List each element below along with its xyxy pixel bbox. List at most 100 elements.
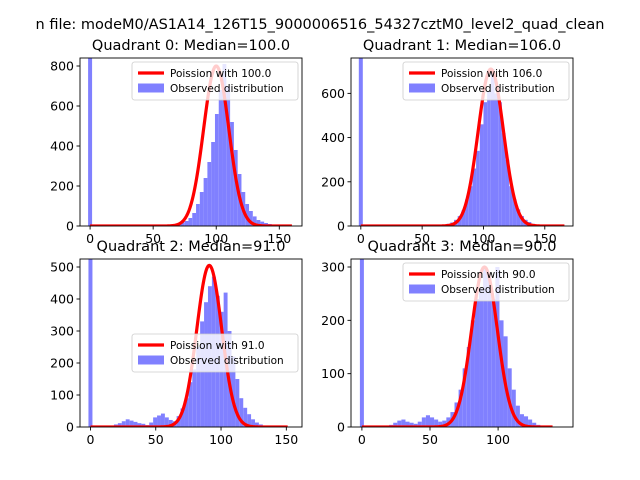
histogram-bar — [235, 379, 240, 427]
histogram-bar — [184, 398, 189, 427]
legend-frame — [402, 61, 570, 101]
histogram-bar — [121, 421, 126, 427]
histogram-bar — [359, 259, 364, 427]
histogram-bar — [252, 216, 257, 226]
legend-bar-swatch — [409, 284, 435, 294]
histogram-bar — [393, 422, 398, 427]
histogram-bar — [465, 199, 469, 226]
histogram-bar — [397, 420, 402, 427]
panel-title: Quadrant 2: Median=91.0 — [97, 239, 286, 255]
y-tick-label: 200 — [321, 174, 345, 189]
histogram-bar — [168, 419, 173, 427]
histogram-bar — [207, 162, 212, 226]
histogram-bar — [512, 199, 517, 226]
histogram-bar — [523, 416, 529, 427]
y-tick-label: 800 — [50, 59, 74, 74]
legend-bar-swatch — [138, 355, 164, 365]
histogram-bar — [88, 58, 93, 226]
x-tick-label: 0 — [357, 231, 365, 246]
histogram-bar — [233, 150, 238, 226]
histogram-bar — [231, 356, 236, 427]
histogram-bar — [164, 417, 169, 427]
histogram-bar — [434, 419, 439, 427]
histogram-bar — [483, 267, 488, 427]
legend: Poission with 106.0 Observed distribution — [402, 61, 570, 101]
histogram-bar — [476, 150, 480, 226]
histogram-bar — [515, 405, 520, 427]
axes-frame — [79, 258, 303, 428]
legend-frame — [131, 333, 299, 373]
legend: Poission with 91.0 Observed distribution — [131, 333, 299, 373]
histogram-bar — [211, 142, 215, 226]
histogram-bar — [479, 288, 484, 427]
histogram-bar — [505, 159, 510, 226]
histogram-bar — [247, 414, 252, 427]
x-tick-label: 50 — [422, 432, 438, 447]
histogram-bar — [149, 422, 154, 427]
histogram-bar — [251, 419, 255, 427]
histogram-bar — [239, 398, 244, 427]
histogram-bar — [184, 221, 189, 226]
histogram-bar — [137, 423, 142, 427]
histogram-bar — [180, 222, 185, 226]
y-tick-label: 100 — [50, 388, 74, 403]
legend-curve-label: Poission with 100.0 — [170, 68, 271, 80]
panel-title: Quadrant 0: Median=100.0 — [92, 38, 290, 54]
histogram-bar — [117, 423, 122, 427]
y-tick-label: 400 — [50, 139, 74, 154]
histogram-bar — [495, 267, 500, 427]
histogram-bar — [199, 192, 204, 226]
histogram-bar — [438, 421, 443, 427]
panel-title: Quadrant 1: Median=106.0 — [363, 38, 561, 54]
x-tick-label: 50 — [145, 231, 161, 246]
histogram-bar — [519, 414, 524, 427]
y-tick-label: 600 — [321, 86, 345, 101]
legend-curve-label: Poission with 106.0 — [441, 68, 542, 80]
histogram-bar — [501, 133, 506, 226]
histogram-bar — [222, 64, 227, 226]
histogram-bar — [218, 90, 223, 226]
histogram-bar — [200, 321, 205, 427]
legend-bar-label: Observed distribution — [441, 284, 555, 296]
legend: Poission with 90.0 Observed distribution — [402, 262, 570, 302]
axes-frame — [79, 57, 303, 227]
histogram-bar — [511, 389, 516, 427]
histogram-bar — [409, 422, 414, 427]
histogram-bar — [256, 220, 261, 226]
poisson-curve — [359, 67, 566, 226]
histogram-bar — [160, 413, 165, 427]
x-tick-label: 150 — [267, 231, 291, 246]
x-tick-label: 150 — [533, 231, 557, 246]
histogram-bar — [260, 221, 265, 226]
histogram-bar — [491, 299, 496, 427]
x-tick-label: 50 — [148, 432, 164, 447]
histogram-bar — [405, 421, 410, 427]
x-tick-label: 100 — [204, 231, 228, 246]
histogram-bar — [472, 168, 477, 226]
y-tick-label: 400 — [321, 130, 345, 145]
histogram-bar — [230, 122, 234, 226]
y-tick-label: 100 — [321, 366, 345, 381]
panel-2: 0 50 100 150 0 100 200 300 400 500 Quadrant 2: Med… — [50, 239, 303, 447]
panel-3: 0 50 100 0 100 200 300 Quadrant 3: Median=90.0 P… — [321, 239, 574, 447]
panel-0: 0 50 100 150 0 200 400 600 800 Quadrant 0: Median… — [50, 38, 303, 246]
histogram-bar — [528, 419, 533, 427]
histogram-bar — [153, 417, 158, 427]
x-tick-label: 0 — [358, 432, 366, 447]
histogram-bar — [421, 417, 426, 427]
histogram-bar — [203, 178, 208, 226]
histogram-bar — [516, 209, 521, 226]
histogram-bar — [494, 93, 499, 226]
histogram-bar — [192, 369, 197, 427]
legend-bar-swatch — [409, 83, 435, 93]
histogram-bar — [425, 415, 430, 427]
y-tick-label: 400 — [50, 292, 74, 307]
x-tick-label: 100 — [486, 432, 510, 447]
histogram-bar — [483, 102, 488, 226]
legend-bar-label: Observed distribution — [441, 83, 555, 95]
legend-bar-swatch — [138, 83, 164, 93]
histogram-bar — [358, 58, 363, 226]
y-tick-label: 200 — [50, 356, 74, 371]
legend-frame — [402, 262, 570, 302]
histogram-bar — [192, 213, 197, 226]
